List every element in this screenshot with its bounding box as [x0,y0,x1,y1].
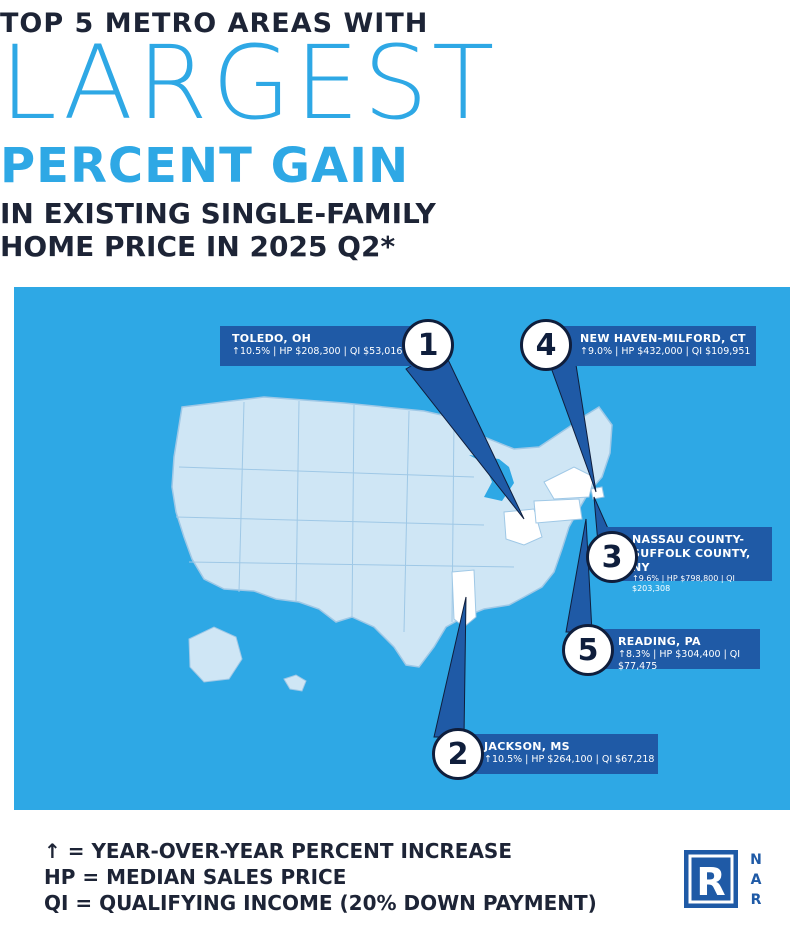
callout-new-haven: NEW HAVEN-MILFORD, CT ↑9.0% | HP $432,00… [544,326,756,366]
callout-stats: ↑10.5% | HP $264,100 | QI $67,218 [484,753,655,765]
callout-jackson: JACKSON, MS ↑10.5% | HP $264,100 | QI $6… [454,734,658,774]
alaska-shape [188,626,243,683]
callout-name: READING, PA [618,635,701,648]
pennsylvania-highlight [533,498,583,524]
subtitle-line-1: IN EXISTING SINGLE-FAMILY [0,197,436,230]
callout-stats: ↑9.6% | HP $798,800 | QI $203,308 [632,574,735,594]
subtitle-line-2: HOME PRICE IN 2025 Q2* [0,230,800,263]
mississippi-highlight [451,569,477,628]
map-panel: TOLEDO, OH ↑10.5% | HP $208,300 | QI $53… [14,287,790,810]
callout-name-line-1: NASSAU COUNTY- [632,533,745,546]
us-map [171,346,615,738]
state-lines [175,400,515,633]
rank-badge-4: 4 [520,319,572,371]
title-subtitle: IN EXISTING SINGLE-FAMILY HOME PRICE IN … [0,197,800,263]
legend-line-1: ↑ = YEAR-OVER-YEAR PERCENT INCREASE [44,839,512,863]
nar-logo: R N A R [684,848,772,912]
hawaii-shape [283,674,307,692]
logo-letter-r: R [751,892,762,908]
rank-badge-1: 1 [402,319,454,371]
pointer-5 [565,518,593,633]
new-york-highlight [543,466,595,500]
ohio-highlight [503,508,543,546]
connecticut-highlight [590,486,605,500]
title-largest: LARGEST [0,24,499,143]
rank-badge-2: 2 [432,728,484,780]
callout-name-line-2: SUFFOLK COUNTY, NY [632,546,751,574]
callout-stats: ↑10.5% | HP $208,300 | QI $53,016 [232,345,403,357]
callout-reading: READING, PA ↑8.3% | HP $304,400 | QI $77… [584,629,760,672]
title-percent-gain: PERCENT GAIN [0,138,410,194]
rank-badge-5: 5 [562,624,614,676]
legend-line-2: HP = MEDIAN SALES PRICE [44,865,347,889]
us-mainland-shape [171,396,613,668]
rank-badge-3: 3 [586,531,638,583]
callout-toledo: TOLEDO, OH ↑10.5% | HP $208,300 | QI $53… [220,326,426,366]
logo-letter-n: N [750,852,762,868]
legend: ↑ = YEAR-OVER-YEAR PERCENT INCREASE HP =… [44,838,597,916]
legend-line-3: QI = QUALIFYING INCOME (20% DOWN PAYMENT… [44,891,597,915]
nar-logo-mark: R N A R [684,850,762,908]
logo-r-letter: R [696,860,725,904]
callout-name: TOLEDO, OH [232,332,312,345]
callout-name: NEW HAVEN-MILFORD, CT [580,332,746,345]
title-line-1: TOP 5 METRO AREAS WITH [0,8,429,39]
callout-name: JACKSON, MS [484,740,570,753]
callout-stats: ↑8.3% | HP $304,400 | QI $77,475 [618,648,741,672]
logo-letter-a: A [751,872,762,888]
subtitle-period: 2025 Q2* [249,230,396,264]
subtitle-prefix: HOME PRICE IN [0,230,250,264]
callout-stats: ↑9.0% | HP $432,000 | QI $109,951 [580,345,751,357]
